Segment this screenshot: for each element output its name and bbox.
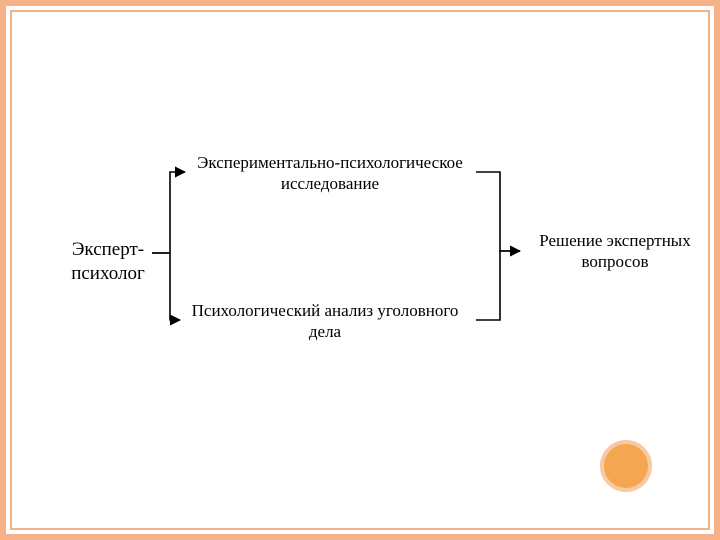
decor-circle (600, 440, 652, 492)
node-bottom: Психологический анализ уголовногодела (170, 300, 480, 343)
node-right: Решение экспертныхвопросов (520, 230, 710, 273)
node-left: Эксперт-психолог (55, 238, 161, 286)
node-top: Экспериментально-психологическоеисследов… (180, 152, 480, 195)
